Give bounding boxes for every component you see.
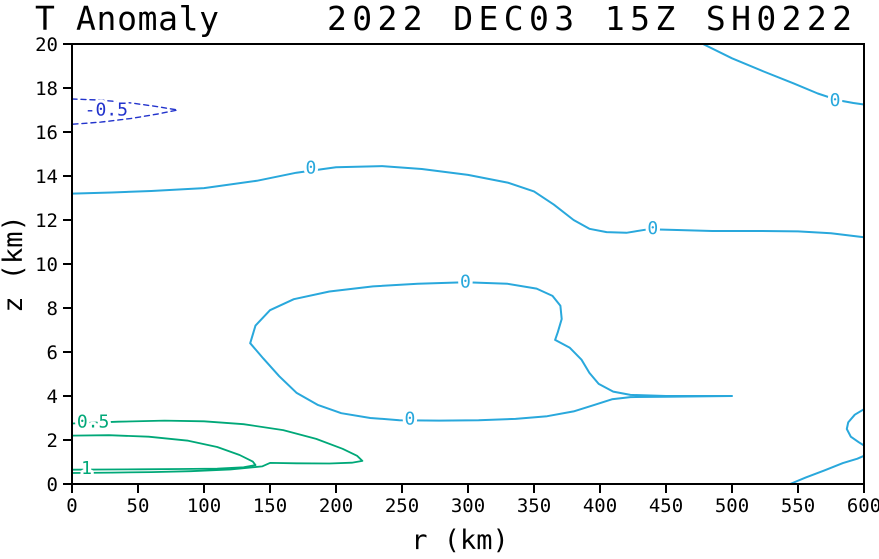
contour-line-zero-right-edge-arc <box>845 408 865 447</box>
tick-label: 4 <box>47 386 58 408</box>
contour-label: 1 <box>81 458 92 479</box>
tick-label: 500 <box>715 495 749 517</box>
contour-label: 0 <box>305 157 316 178</box>
contour-line-zero-line-top-right <box>702 43 865 106</box>
axis-ticks-layer: 0 50 100 150 200 250 300 350 400 450 500 550 6000246… <box>35 34 879 517</box>
contour-label: 0 <box>830 90 841 111</box>
contour-line-one-contour-bottom-left <box>71 434 257 471</box>
contour-line-zero-closed-loop-midlevel <box>249 281 733 422</box>
contour-label: 0.5 <box>77 411 110 432</box>
contour-label: 0 <box>647 218 658 239</box>
contour-label: 0 <box>404 409 415 430</box>
tick-label: 0 <box>47 474 58 496</box>
tick-label: 350 <box>517 495 551 517</box>
tick-label: 600 <box>847 495 879 517</box>
tick-label: 250 <box>385 495 419 517</box>
tick-label: 20 <box>35 34 58 56</box>
tick-label: 6 <box>47 342 58 364</box>
tick-label: 8 <box>47 298 58 320</box>
contour-lines-layer: 0 0 0 0 0 -0.5 0.5 1 <box>71 43 865 485</box>
tick-label: 400 <box>583 495 617 517</box>
contour-line-zero-line-upper-troposphere <box>71 165 865 239</box>
tick-label: 100 <box>187 495 221 517</box>
contour-line-negative-half-dashed-top-left <box>71 98 179 126</box>
tick-label: 16 <box>35 122 58 144</box>
contour-line-zero-bottom-right <box>789 454 865 485</box>
tick-label: 10 <box>35 254 58 276</box>
chart-title-left: T Anomaly <box>35 0 219 38</box>
tick-label: 18 <box>35 78 58 100</box>
tick-label: 450 <box>649 495 683 517</box>
tick-label: 50 <box>127 495 150 517</box>
tick-label: 150 <box>253 495 287 517</box>
tick-label: 14 <box>35 166 58 188</box>
contour-label: -0.5 <box>85 99 128 120</box>
tick-label: 200 <box>319 495 353 517</box>
contour-label: 0 <box>460 271 471 292</box>
tick-label: 300 <box>451 495 485 517</box>
tick-label: 0 <box>66 495 77 517</box>
tick-label: 2 <box>47 430 58 452</box>
x-axis-label: r (km) <box>411 525 509 556</box>
chart-title-right: 2022 DEC03 15Z SH0222 <box>327 0 852 38</box>
contour-line-half-contour-bottom-left <box>71 419 364 474</box>
y-axis-label: z (km) <box>0 215 29 313</box>
tick-label: 550 <box>781 495 815 517</box>
tick-label: 12 <box>35 210 58 232</box>
